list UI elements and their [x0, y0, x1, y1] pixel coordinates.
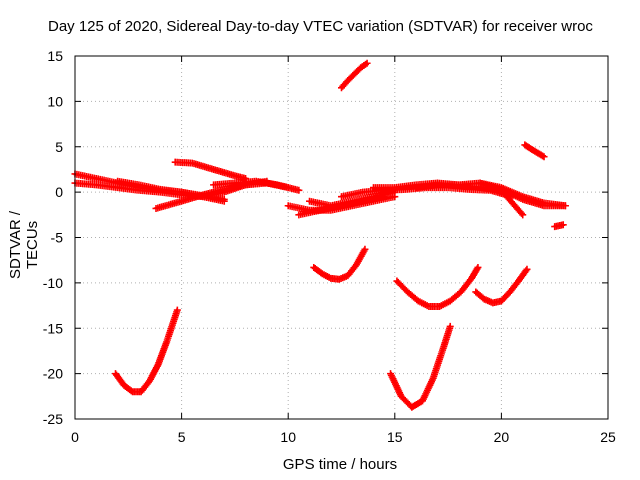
point-markers — [210, 177, 303, 194]
x-axis-label: GPS time / hours — [282, 456, 398, 473]
point-markers — [310, 245, 369, 283]
y-tick-label: -5 — [51, 230, 64, 246]
x-tick-label: 5 — [178, 429, 186, 445]
series-arc-20 — [112, 306, 181, 396]
y-tick-label: 0 — [55, 184, 63, 200]
point-markers — [306, 188, 399, 210]
data-points — [71, 59, 569, 411]
point-markers — [472, 265, 531, 307]
y-tick-label: 15 — [47, 48, 63, 64]
point-markers — [387, 322, 454, 411]
x-tick-label: 0 — [71, 429, 79, 445]
point-markers — [295, 193, 388, 219]
series-arc-9 — [306, 188, 399, 210]
point-markers — [171, 158, 250, 183]
x-tick-label: 20 — [494, 429, 510, 445]
point-markers — [393, 263, 482, 310]
y-tick-label: -10 — [43, 275, 63, 291]
series-arc-6 — [210, 177, 303, 194]
point-markers — [521, 141, 548, 161]
series-arc-16 — [551, 221, 567, 231]
x-tick-label: 10 — [280, 429, 296, 445]
series-arc-4 — [171, 158, 250, 183]
series-arc-19 — [472, 265, 531, 307]
x-tick-label: 25 — [600, 429, 616, 445]
series-arc-17 — [310, 245, 369, 283]
chart-title: Day 125 of 2020, Sidereal Day-to-day VTE… — [48, 18, 593, 35]
series-arc-15 — [521, 141, 548, 161]
series-arc-14 — [338, 59, 371, 92]
series-arc-21 — [387, 322, 454, 411]
axis-ticks: 0 5 10 15 20 25 15 10 5 0 -5 -10 -15 -20 -25 — [43, 48, 616, 445]
y-tick-label: 5 — [55, 139, 63, 155]
point-markers — [112, 306, 181, 396]
y-tick-label: 10 — [47, 93, 63, 109]
y-tick-label: -15 — [43, 320, 63, 336]
point-markers — [551, 221, 567, 231]
point-markers — [338, 59, 371, 92]
x-tick-label: 15 — [387, 429, 403, 445]
series-arc-8 — [295, 193, 388, 219]
y-tick-label: -25 — [43, 411, 63, 427]
series-arc-13 — [476, 179, 569, 210]
y-tick-label: -20 — [43, 366, 63, 382]
series-arc-18 — [393, 263, 482, 310]
point-markers — [476, 179, 569, 210]
